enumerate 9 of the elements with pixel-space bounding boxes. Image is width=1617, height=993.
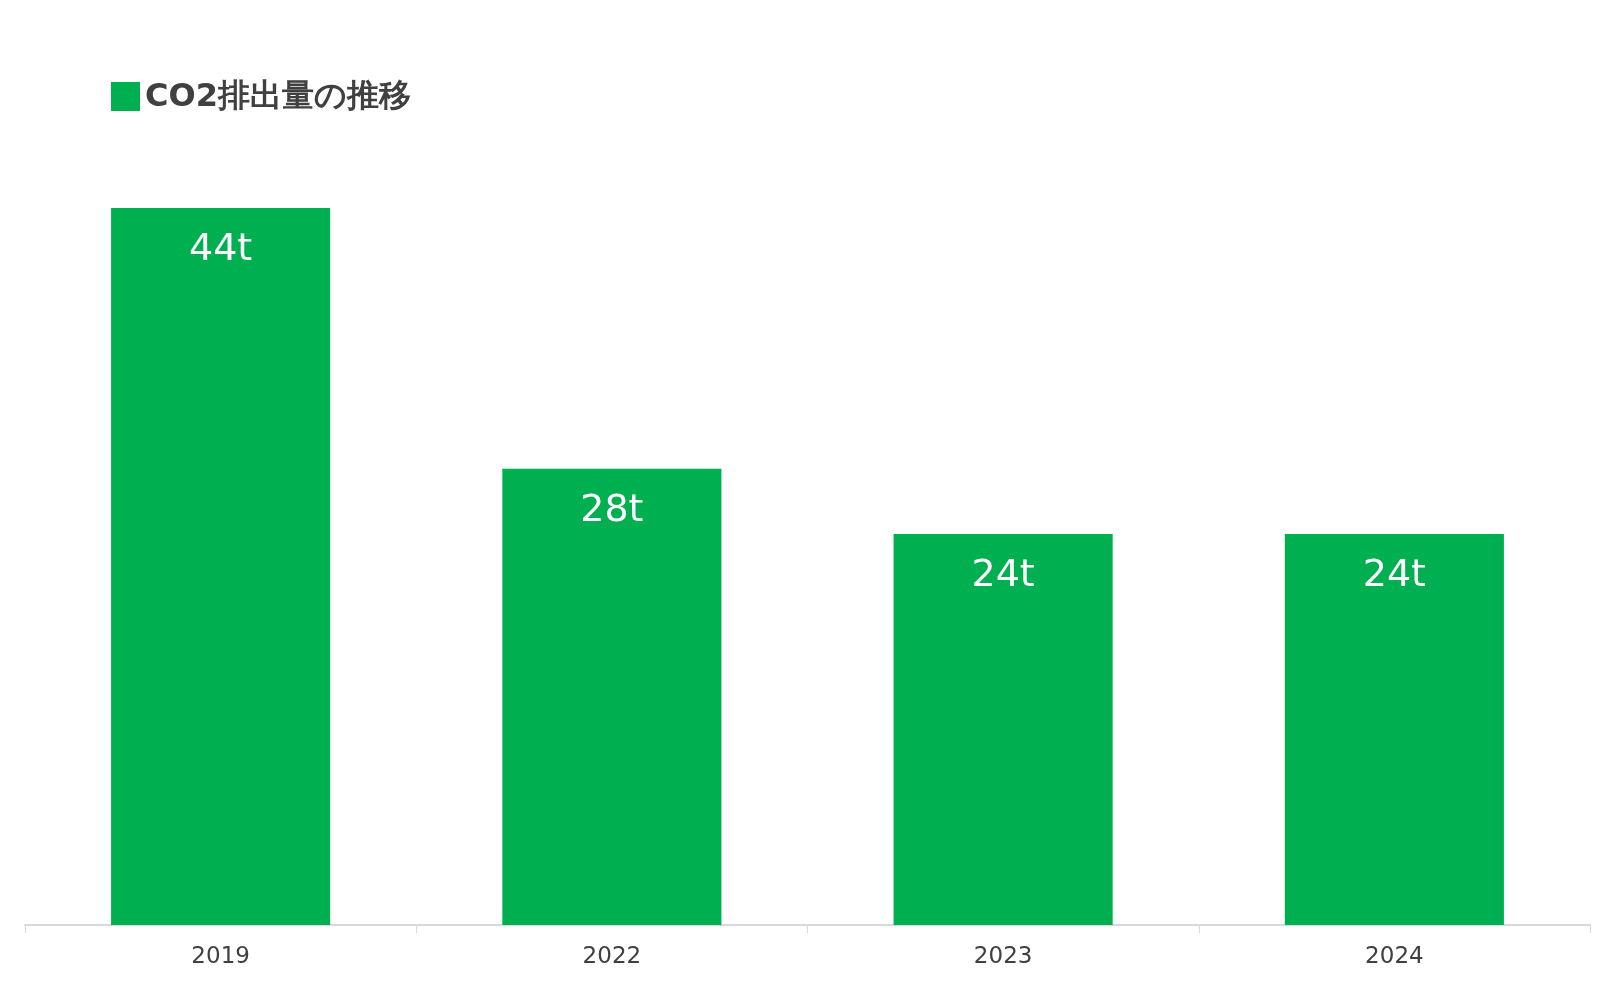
x-tick-label: 2024 <box>1365 941 1424 968</box>
x-tick-label: 2022 <box>582 941 642 968</box>
data-label: 24t <box>971 550 1035 595</box>
data-label: 44t <box>188 225 253 269</box>
x-tick-label: 2019 <box>191 941 250 968</box>
data-label: 24t <box>1362 550 1427 595</box>
chart-title: CO2排出量の推移 <box>145 75 411 116</box>
x-tick-label: 2023 <box>973 941 1033 968</box>
data-label: 28t <box>580 485 644 530</box>
